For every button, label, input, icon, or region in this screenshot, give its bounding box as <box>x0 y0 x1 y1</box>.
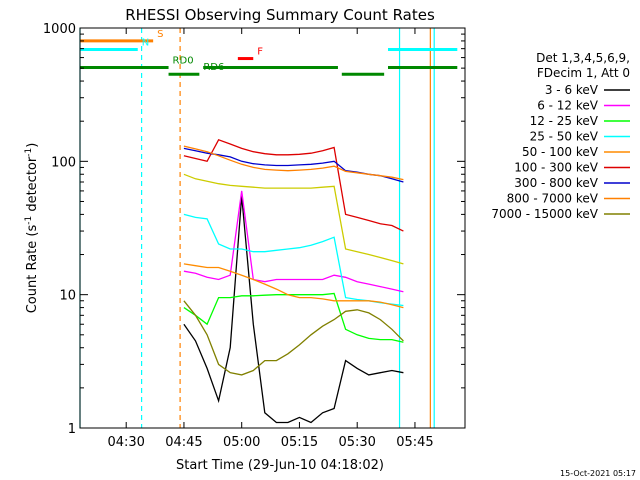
x-tick-label-0: 04:30 <box>107 435 144 450</box>
series-line-1 <box>183 190 404 293</box>
status-label-rd6: RD6 <box>203 62 224 73</box>
series-line-0 <box>183 195 404 424</box>
legend-label-7: 800 - 7000 keV <box>507 192 599 206</box>
y-axis-label: Count Rate (s-1 detector-1) <box>24 143 40 314</box>
x-axis-label: Start Time (29-Jun-10 04:18:02) <box>176 458 384 473</box>
legend-label-1: 6 - 12 keV <box>537 99 599 113</box>
x-tick-label-2: 05:00 <box>223 435 260 450</box>
status-label-f: F <box>257 47 263 58</box>
y-tick-label-2: 100 <box>51 155 76 170</box>
series-line-5 <box>183 138 404 232</box>
legend-header-line-2: FDecim 1, Att 0 <box>537 66 630 80</box>
footer-timestamp: 15-Oct-2021 05:17 <box>560 469 636 478</box>
series-line-9 <box>183 173 404 265</box>
series-line-8 <box>183 300 404 376</box>
series-line-7 <box>183 145 404 181</box>
legend-label-2: 12 - 25 keV <box>530 114 599 128</box>
x-tick-label-3: 05:15 <box>281 435 318 450</box>
plot-area: SN F RD0 RD6 <box>79 28 458 428</box>
axes: 04:30 04:45 05:00 05:15 05:30 05:45 1 10 100 1000 <box>43 22 465 450</box>
legend-header-line-1: Det 1,3,4,5,6,9, <box>536 51 630 65</box>
x-tick-label-1: 04:45 <box>165 435 202 450</box>
legend-label-0: 3 - 6 keV <box>545 83 599 97</box>
status-label-rd0: RD0 <box>173 56 194 67</box>
y-tick-label-3: 1000 <box>43 22 76 37</box>
legend-label-8: 7000 - 15000 keV <box>491 207 598 221</box>
legend-label-5: 100 - 300 keV <box>514 161 598 175</box>
status-label-n: N <box>142 37 149 48</box>
series-line-2 <box>183 292 404 343</box>
chart-title: RHESSI Observing Summary Count Rates <box>125 6 435 24</box>
x-tick-label-5: 05:45 <box>396 435 433 450</box>
series-line-4 <box>183 263 404 309</box>
y-tick-label-1: 10 <box>59 289 76 304</box>
legend-label-3: 25 - 50 keV <box>530 130 599 144</box>
legend-label-6: 300 - 800 keV <box>514 176 598 190</box>
y-tick-label-0: 1 <box>68 422 76 437</box>
legend: Det 1,3,4,5,6,9, FDecim 1, Att 0 3 - 6 k… <box>491 51 630 221</box>
status-label-s: S <box>157 29 163 40</box>
plot-frame <box>79 27 466 429</box>
x-tick-label-4: 05:30 <box>338 435 375 450</box>
legend-label-4: 50 - 100 keV <box>522 145 599 159</box>
